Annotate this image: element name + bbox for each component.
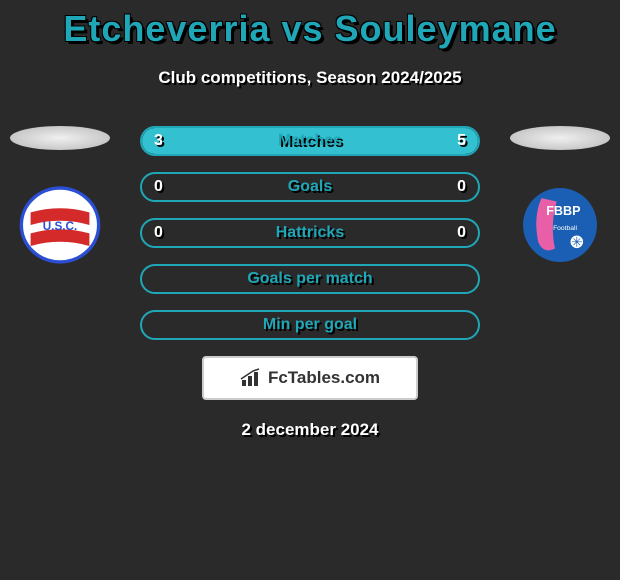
stat-label: Hattricks <box>142 224 478 242</box>
stat-value-right: 5 <box>457 132 466 150</box>
stat-label: Goals <box>142 178 478 196</box>
player-right-platform <box>510 126 610 150</box>
bar-chart-icon <box>240 368 264 388</box>
stat-row: 0 Hattricks 0 <box>140 218 480 248</box>
svg-text:Football: Football <box>553 225 577 232</box>
stat-row: Goals per match <box>140 264 480 294</box>
player-right-badge: FBBP Football <box>510 180 610 270</box>
svg-text:U.S.C.: U.S.C. <box>43 220 78 233</box>
svg-text:FBBP: FBBP <box>546 204 580 218</box>
comparison-date: 2 december 2024 <box>0 420 620 440</box>
stat-value-right: 0 <box>457 178 466 196</box>
brand-box: FcTables.com <box>202 356 418 400</box>
stat-row: 3 Matches 5 <box>140 126 480 156</box>
stat-rows: 3 Matches 5 0 Goals 0 0 Hattricks 0 <box>140 126 480 340</box>
stat-row: Min per goal <box>140 310 480 340</box>
brand-text: FcTables.com <box>268 368 380 388</box>
player-left-column: U.S.C. <box>10 126 110 270</box>
player-left-badge: U.S.C. <box>10 180 110 270</box>
club-badge-left-icon: U.S.C. <box>15 183 105 267</box>
comparison-title: Etcheverria vs Souleymane <box>0 8 620 50</box>
club-badge-right-icon: FBBP Football <box>515 183 605 267</box>
stat-value-right: 0 <box>457 224 466 242</box>
player-right-column: FBBP Football <box>510 126 610 270</box>
stat-label: Matches <box>142 132 478 150</box>
comparison-subtitle: Club competitions, Season 2024/2025 <box>0 68 620 88</box>
stat-row: 0 Goals 0 <box>140 172 480 202</box>
stat-label: Goals per match <box>142 270 478 288</box>
comparison-main: U.S.C. FBBP Football <box>0 126 620 440</box>
stat-label: Min per goal <box>142 316 478 334</box>
player-left-platform <box>10 126 110 150</box>
